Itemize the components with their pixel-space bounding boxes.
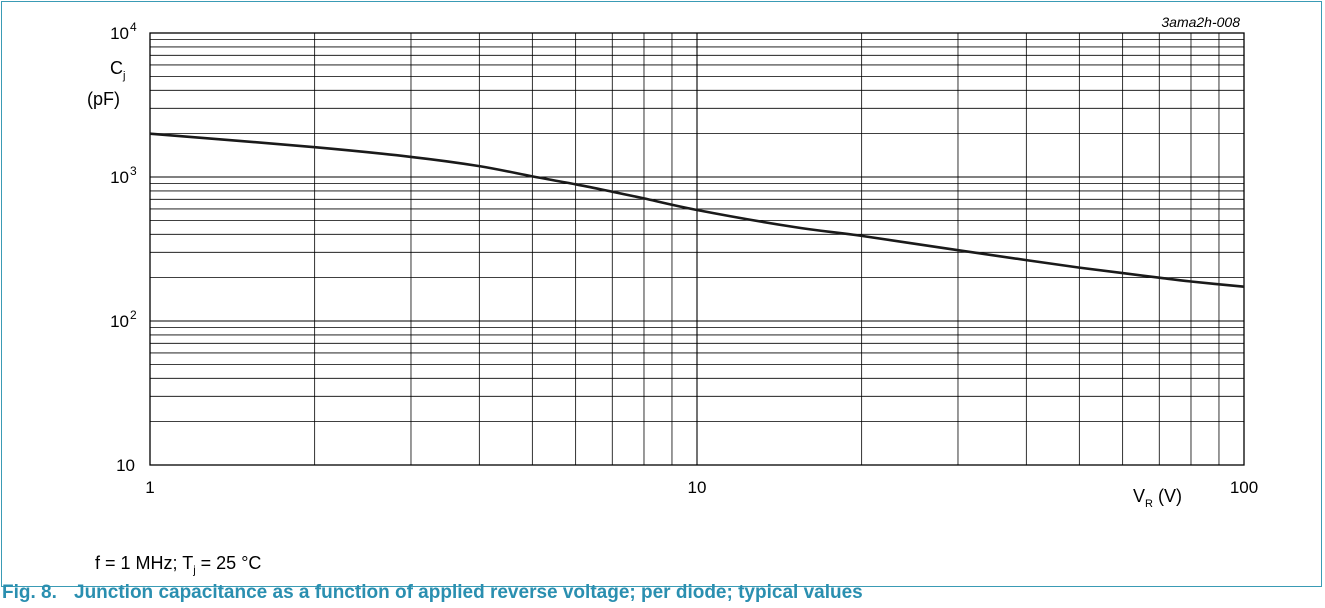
x-axis-label-main: V [1133, 486, 1145, 506]
figure-title: Junction capacitance as a function of ap… [74, 582, 863, 603]
x-tick-label: 1 [145, 478, 154, 497]
x-axis-label: VR (V) [1133, 486, 1182, 510]
curve-layer [149, 132, 1245, 288]
y-axis-label: Cj [110, 58, 125, 82]
test-conditions: f = 1 MHz; Tj = 25 °C [95, 553, 261, 577]
figure-frame [1, 1, 1322, 587]
y-axis-label-sub: j [122, 70, 125, 82]
figure-caption: Fig. 8. Junction capacitance as a functio… [2, 582, 863, 604]
y-tick-label: 10 [110, 24, 129, 43]
y-tick-label: 10 [116, 456, 135, 475]
y-tick-label-exponent: 4 [130, 20, 137, 34]
y-tick-label-exponent: 3 [130, 164, 137, 178]
x-tick-labels: 1 10 100 [145, 478, 1258, 497]
x-tick-label: 100 [1230, 478, 1258, 497]
conditions-rest: = 25 °C [195, 553, 262, 573]
plot-area-border [149, 32, 1245, 466]
figure-number: Fig. 8. [2, 582, 57, 603]
y-tick-label-exponent: 2 [130, 308, 137, 322]
grid [150, 33, 1244, 465]
y-tick-label: 10 [110, 312, 129, 331]
conditions-text: f = 1 MHz; T [95, 553, 194, 573]
series-line-0 [149, 132, 1245, 288]
conditions-sub: j [193, 564, 196, 577]
y-axis-unit: (pF) [87, 89, 120, 109]
y-tick-label: 10 [110, 168, 129, 187]
x-tick-label: 10 [688, 478, 707, 497]
y-axis-label-main: C [110, 58, 123, 78]
x-axis-label-sub: R [1145, 498, 1153, 510]
figure-code: 3ama2h-008 [1161, 14, 1240, 30]
x-axis-label-unit: (V) [1153, 486, 1182, 506]
